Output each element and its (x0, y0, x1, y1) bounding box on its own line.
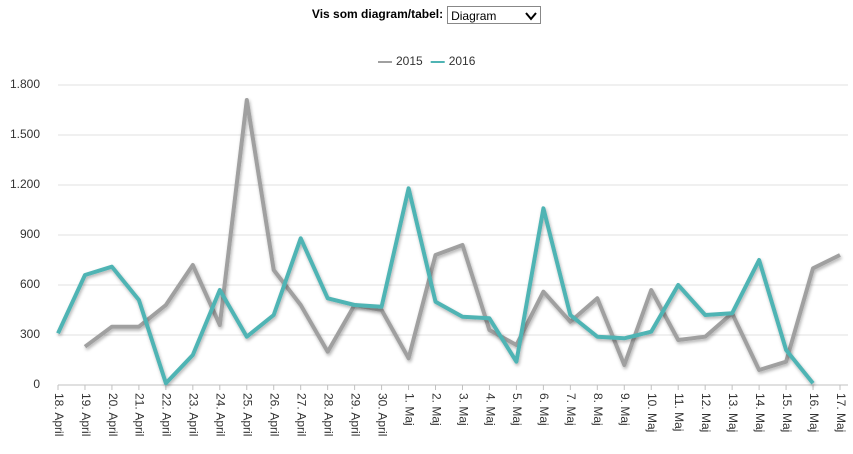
x-tick-label: 30. April (375, 393, 389, 436)
x-tick-label: 1. Maj (402, 393, 416, 426)
x-tick-label: 19. April (79, 393, 93, 436)
y-tick-label: 0 (33, 377, 40, 391)
view-select[interactable]: Diagram (447, 6, 542, 24)
x-tick-label: 9. Maj (618, 393, 632, 426)
series-line (83, 98, 841, 372)
y-tick-label: 600 (20, 277, 40, 291)
select-arrow (525, 12, 537, 21)
x-tick-label: 13. Maj (726, 393, 740, 432)
x-tick-label: 2. Maj (429, 393, 443, 426)
select-value: Diagram (451, 9, 497, 23)
x-tick-label: 25. April (241, 393, 255, 436)
x-tick-label: 15. Maj (780, 393, 794, 432)
y-tick-label: 1.200 (10, 177, 40, 191)
x-tick-label: 27. April (295, 393, 309, 436)
x-tick-label: 10. Maj (645, 393, 659, 432)
view-controls: Vis som diagram/tabel: Diagram (0, 6, 853, 24)
y-tick-label: 900 (20, 227, 40, 241)
x-tick-label: 3. Maj (456, 393, 470, 426)
y-tick-label: 1.500 (10, 127, 40, 141)
x-tick-label: 11. Maj (672, 393, 686, 431)
x-tick-label: 21. April (133, 393, 147, 436)
x-tick-label: 7. Maj (564, 393, 578, 426)
x-tick-label: 28. April (321, 393, 335, 436)
y-tick-label: 300 (20, 327, 40, 341)
x-tick-label: 12. Maj (699, 393, 713, 432)
view-label: Vis som diagram/tabel: (311, 7, 444, 22)
legend-label: 2016 (449, 54, 476, 68)
x-tick-label: 26. April (268, 393, 282, 436)
x-tick-label: 6. Maj (537, 393, 551, 426)
x-tick-label: 29. April (348, 393, 362, 436)
x-tick-label: 17. Maj (834, 393, 848, 432)
x-tick-label: 18. April (52, 393, 66, 436)
x-tick-label: 16. Maj (807, 393, 821, 432)
x-tick-label: 20. April (106, 393, 120, 436)
x-tick-label: 22. April (160, 393, 174, 436)
x-tick-label: 24. April (214, 393, 228, 436)
x-tick-label: 23. April (187, 393, 201, 436)
legend-label: 2015 (396, 54, 423, 68)
series-line (56, 186, 815, 386)
x-tick-label: 8. Maj (591, 393, 605, 426)
x-tick-label: 5. Maj (510, 393, 524, 426)
y-tick-label: 1.800 (10, 77, 40, 91)
x-tick-label: 14. Maj (753, 393, 767, 432)
x-tick-label: 4. Maj (483, 393, 497, 426)
